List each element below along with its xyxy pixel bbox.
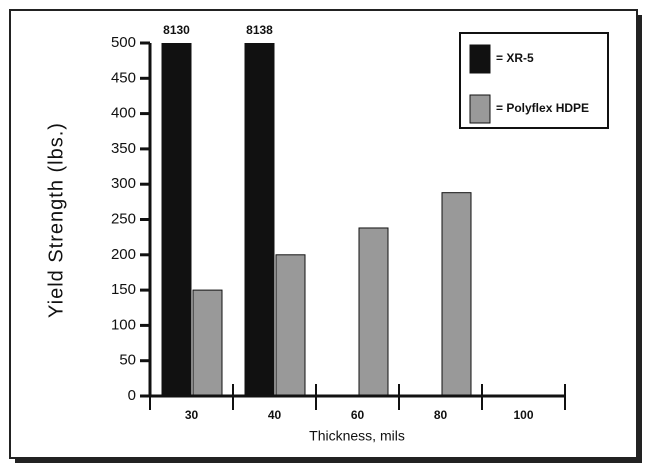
bar — [275, 254, 306, 396]
x-tick-label: 40 — [268, 408, 282, 422]
x-tick-label: 100 — [513, 408, 533, 422]
y-tick-label: 0 — [128, 387, 136, 404]
y-tick-label: 200 — [111, 246, 136, 263]
legend-label: = Polyflex HDPE — [496, 101, 589, 115]
y-axis-label: Yield Strength (lbs.) — [45, 122, 67, 318]
bar-value-label: 8138 — [246, 23, 273, 37]
legend-label: = XR-5 — [496, 51, 534, 65]
x-tick-label: 80 — [434, 408, 448, 422]
bar — [192, 289, 223, 396]
bar — [161, 43, 192, 396]
y-tick-label: 400 — [111, 105, 136, 122]
y-tick-label: 150 — [111, 281, 136, 298]
bar — [441, 192, 472, 396]
y-tick-label: 300 — [111, 175, 136, 192]
y-tick-label: 250 — [111, 210, 136, 227]
legend-swatch — [469, 94, 491, 124]
bar — [244, 43, 275, 396]
y-tick-label: 500 — [111, 34, 136, 51]
bar-value-label: 8130 — [163, 23, 190, 37]
bar — [358, 227, 389, 396]
x-tick-label: 30 — [185, 408, 199, 422]
x-axis-label: Thickness, mils — [309, 428, 405, 444]
legend-swatch — [469, 44, 491, 74]
y-tick-label: 350 — [111, 140, 136, 157]
y-tick-label: 450 — [111, 69, 136, 86]
x-tick-label: 60 — [351, 408, 365, 422]
y-tick-label: 100 — [111, 316, 136, 333]
plot-area — [161, 43, 472, 396]
y-tick-label: 50 — [119, 352, 136, 369]
